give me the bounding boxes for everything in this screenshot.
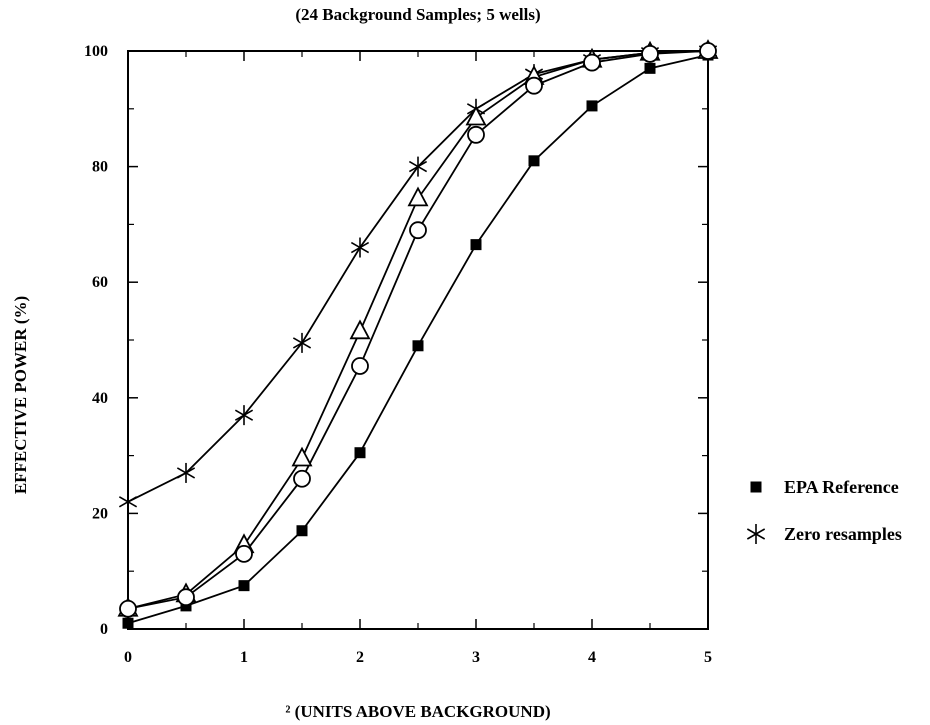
series-line-square — [127, 54, 709, 625]
x-tick-label: 5 — [704, 649, 712, 666]
y-axis-title: EFFECTIVE POWER (%) — [11, 296, 30, 494]
data-point-triangle — [349, 319, 371, 340]
data-point-triangle — [407, 186, 429, 207]
data-point-star — [350, 237, 370, 258]
star-arm — [350, 241, 370, 254]
legend-label: EPA Reference — [784, 477, 899, 497]
data-point-square — [644, 62, 656, 74]
star-arm — [292, 337, 312, 349]
data-point-star — [408, 156, 428, 177]
data-point-circle — [351, 357, 369, 375]
data-point-square — [470, 239, 482, 251]
data-point-circle — [583, 53, 601, 72]
y-tick-label: 20 — [92, 505, 108, 522]
star-arm — [118, 496, 138, 508]
data-point-circle — [177, 588, 195, 607]
plot-frame — [127, 50, 709, 630]
x-tick-label: 2 — [356, 649, 364, 666]
data-point-star — [118, 491, 138, 512]
data-point-circle — [119, 599, 137, 618]
x-tick-label: 1 — [240, 649, 248, 666]
chart-title: (24 Background Samples; 5 wells) — [295, 5, 540, 24]
data-point-circle — [409, 221, 427, 240]
data-point-square — [528, 155, 540, 167]
x-tick-label: 0 — [124, 649, 132, 666]
y-tick-label: 80 — [92, 159, 108, 176]
axis-ticks: 0 1 2 3 4 5 0 20 40 60 80 100 — [84, 43, 712, 666]
data-point-circle — [293, 469, 311, 488]
data-point-triangle — [465, 105, 487, 126]
data-point-star — [234, 405, 254, 426]
data-point-star — [292, 332, 312, 353]
data-point-circle — [235, 544, 253, 563]
data-point-square — [122, 617, 134, 629]
series-layer — [117, 39, 719, 629]
data-point-star — [176, 462, 196, 483]
x-tick-label: 4 — [588, 649, 596, 666]
data-point-circle — [699, 42, 717, 60]
legend: EPA Reference Zero resamples — [746, 477, 902, 544]
data-point-circle — [467, 125, 485, 144]
series-line-circle — [127, 50, 709, 610]
star-arm — [234, 409, 254, 421]
series-line-triangle — [127, 50, 709, 610]
x-axis-title: ² (UNITS ABOVE BACKGROUND) — [285, 702, 550, 721]
data-point-square — [296, 525, 308, 537]
data-point-circle — [641, 44, 659, 63]
data-point-square — [412, 340, 424, 352]
data-point-square — [354, 447, 366, 459]
data-point-square — [586, 100, 598, 112]
x-tick-label: 3 — [472, 649, 480, 666]
star-arm — [408, 160, 428, 173]
data-point-circle — [525, 76, 543, 95]
legend-marker-star — [746, 524, 766, 544]
y-tick-label: 60 — [92, 274, 108, 291]
star-arm — [176, 467, 196, 479]
star-arm — [746, 528, 766, 540]
y-tick-label: 100 — [84, 43, 108, 60]
y-tick-label: 40 — [92, 390, 108, 407]
series-line-star — [127, 50, 709, 503]
legend-marker-square — [750, 481, 762, 493]
y-tick-label: 0 — [100, 621, 108, 638]
legend-label: Zero resamples — [784, 524, 902, 544]
data-point-triangle — [291, 446, 313, 467]
data-point-square — [238, 580, 250, 592]
